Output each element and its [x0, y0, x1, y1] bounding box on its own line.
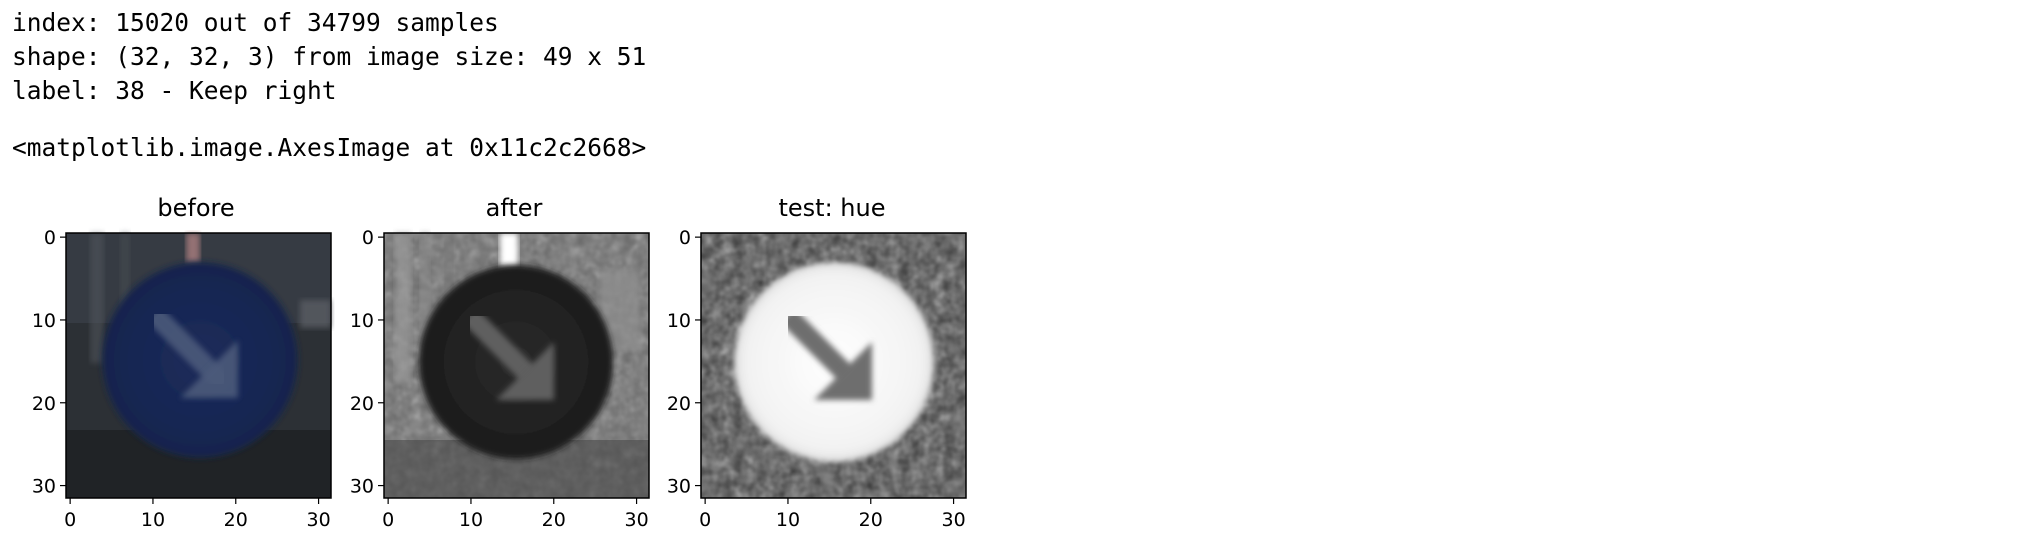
image-after [383, 232, 650, 499]
image-test-hue [700, 232, 967, 499]
x-tick-label: 20 [542, 509, 566, 531]
x-tick-label: 0 [699, 509, 711, 531]
output-index-line: index: 15020 out of 34799 samples [12, 8, 499, 37]
panel-title: before [157, 194, 234, 222]
y-tick-label: 10 [350, 310, 374, 332]
panel-after: after [383, 194, 650, 499]
y-tick-label: 20 [32, 393, 56, 415]
x-tick-label: 20 [224, 509, 248, 531]
output-label-line: label: 38 - Keep right [12, 76, 337, 105]
y-tick-label: 0 [679, 227, 691, 249]
y-tick-label: 20 [350, 393, 374, 415]
x-tick-label: 30 [941, 509, 965, 531]
y-tick-label: 30 [667, 476, 691, 498]
y-tick-label: 30 [32, 476, 56, 498]
x-tick-label: 0 [64, 509, 76, 531]
x-tick-label: 30 [624, 509, 648, 531]
panel-before: before [65, 194, 332, 499]
axis-ticks: 0 0 10 10 20 20 30 30 0 0 10 10 20 20 30 30 0 0 10 10 20 20 30… [32, 227, 966, 531]
x-tick-label: 30 [306, 509, 330, 531]
y-tick-label: 30 [350, 476, 374, 498]
y-tick-label: 0 [44, 227, 56, 249]
x-tick-label: 20 [859, 509, 883, 531]
x-tick-label: 10 [776, 509, 800, 531]
output-shape-line: shape: (32, 32, 3) from image size: 49 x… [12, 42, 647, 71]
panel-test-hue: test: hue [700, 194, 967, 499]
figure: before after [32, 194, 967, 531]
x-tick-label: 0 [382, 509, 394, 531]
panel-title: test: hue [779, 194, 886, 222]
y-tick-label: 10 [32, 310, 56, 332]
axesimage-repr: <matplotlib.image.AxesImage at 0x11c2c26… [12, 133, 647, 162]
y-tick-label: 10 [667, 310, 691, 332]
cell-output-text: index: 15020 out of 34799 samples shape: … [12, 6, 646, 108]
x-tick-label: 10 [459, 509, 483, 531]
panel-title: after [486, 194, 543, 222]
image-before [65, 232, 332, 499]
y-tick-label: 20 [667, 393, 691, 415]
y-tick-label: 0 [362, 227, 374, 249]
x-tick-label: 10 [141, 509, 165, 531]
